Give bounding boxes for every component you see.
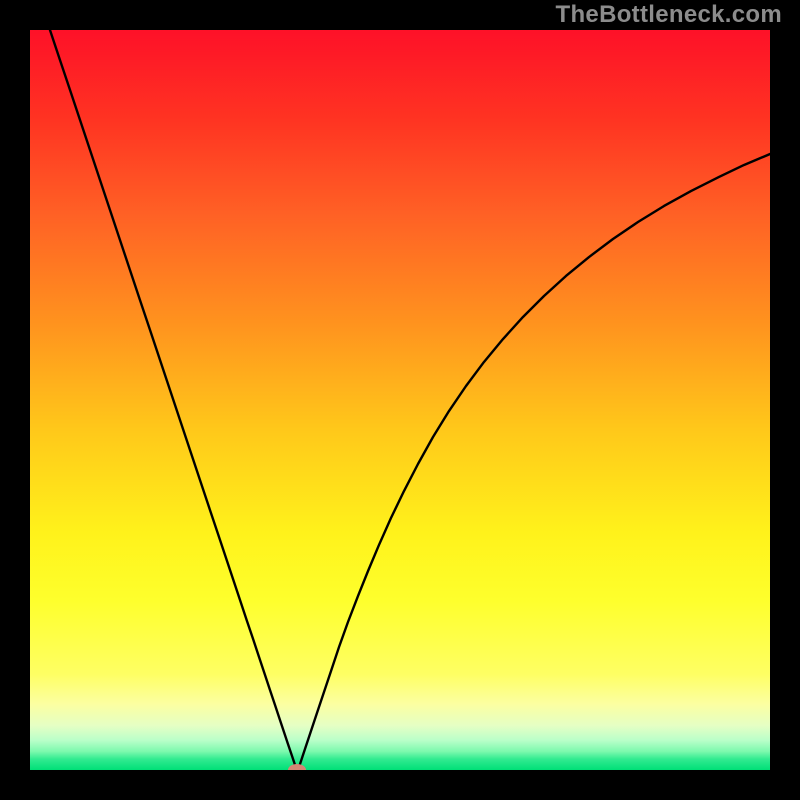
image-root: TheBottleneck.com <box>0 0 800 800</box>
bottleneck-curve-chart <box>30 30 770 770</box>
chart-background <box>30 30 770 770</box>
watermark-text: TheBottleneck.com <box>556 1 782 29</box>
